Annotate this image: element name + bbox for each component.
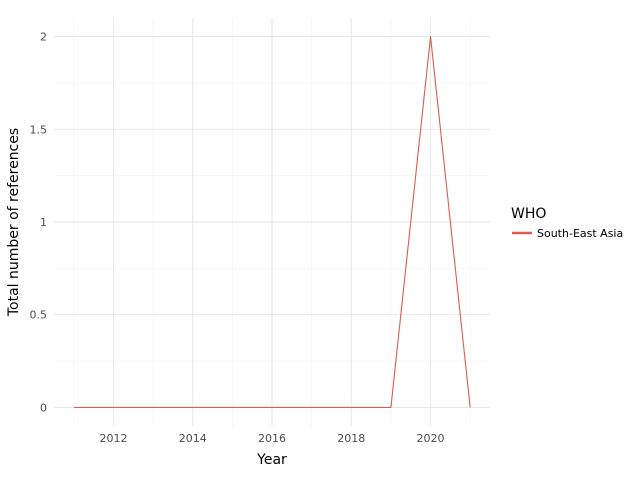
x-tick-label: 2012 (99, 432, 127, 445)
x-axis-title: Year (256, 452, 287, 468)
x-tick-label: 2020 (417, 432, 445, 445)
legend: WHO South-East Asia (511, 206, 623, 240)
y-axis-title: Total number of references (6, 128, 22, 317)
major-gridlines (54, 18, 490, 426)
x-tick-labels: 2012 2014 2016 2018 2020 (99, 432, 444, 445)
legend-label-south-east-asia: South-East Asia (537, 227, 623, 240)
x-tick-label: 2014 (179, 432, 207, 445)
y-tick-label: 2 (40, 31, 47, 44)
y-tick-label: 0.5 (30, 309, 48, 322)
y-tick-label: 0 (40, 401, 47, 414)
series-line-0 (73, 35, 471, 409)
series-layer (73, 35, 471, 409)
legend-title: WHO (511, 206, 546, 222)
y-tick-labels: 0 0.5 1 1.5 2 (30, 31, 48, 415)
x-tick-label: 2016 (258, 432, 286, 445)
y-tick-label: 1.5 (30, 123, 48, 136)
x-tick-label: 2018 (337, 432, 365, 445)
y-tick-label: 1 (40, 216, 47, 229)
